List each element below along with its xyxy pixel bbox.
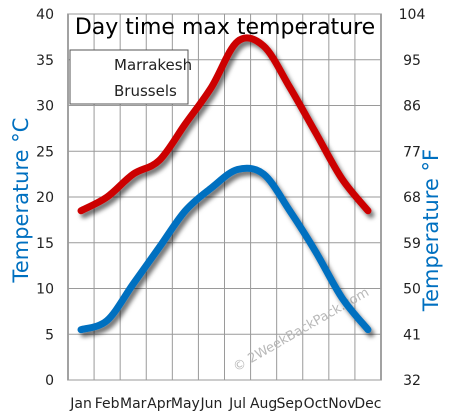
y-tick-label: 40	[36, 7, 54, 23]
x-tick-label: May	[171, 396, 200, 412]
y-tick-label: 35	[36, 53, 54, 69]
y2-tick-label: 59	[403, 236, 421, 252]
x-tick-label: Dec	[354, 396, 381, 412]
y-tick-label: 20	[36, 190, 54, 206]
series-lines	[77, 34, 372, 334]
y-axis-label: Temperature °C	[9, 118, 33, 284]
y2-tick-label: 50	[403, 282, 421, 298]
y2-tick-label: 95	[403, 53, 421, 69]
y-tick-label: 10	[36, 282, 54, 298]
y2-tick-label: 77	[403, 144, 421, 160]
x-tick-label: Jul	[228, 396, 246, 412]
x-tick-label: Oct	[304, 396, 329, 412]
x-tick-label: Feb	[95, 396, 120, 412]
y-tick-label: 0	[45, 373, 54, 389]
x-tick-label: Aug	[250, 396, 277, 412]
chart-title: Day time max temperature	[75, 15, 375, 40]
x-tick-label: Sep	[277, 396, 304, 412]
y2-tick-label: 104	[399, 7, 426, 23]
x-tick-label: Jan	[69, 396, 92, 412]
x-tick-label: Jun	[200, 396, 223, 412]
legend-label-brussels: Brussels	[114, 82, 177, 100]
y2-tick-label: 32	[403, 373, 421, 389]
series-line-brussels	[77, 164, 372, 334]
legend-label-marrakesh: Marrakesh	[114, 56, 192, 74]
y2-tick-label: 68	[403, 190, 421, 206]
legend-box	[69, 49, 189, 105]
legend: Marrakesh Brussels	[69, 49, 192, 105]
series-line-marrakesh	[77, 34, 372, 215]
y-tick-label: 15	[36, 236, 54, 252]
y2-tick-label: 41	[403, 327, 421, 343]
y-axis-ticks: 0 5 10 15 20 25 30 35 40	[36, 7, 54, 389]
x-tick-label: Nov	[328, 396, 355, 412]
x-tick-label: Apr	[147, 396, 171, 412]
y-tick-label: 25	[36, 144, 54, 160]
x-tick-label: Mar	[120, 396, 147, 412]
y2-axis-ticks: 32 41 50 59 68 77 86 95 104	[399, 7, 426, 389]
y2-tick-label: 86	[403, 99, 421, 115]
y2-axis-label: Temperature °F	[419, 149, 443, 312]
y-tick-label: 30	[36, 99, 54, 115]
y-tick-label: 5	[45, 327, 54, 343]
